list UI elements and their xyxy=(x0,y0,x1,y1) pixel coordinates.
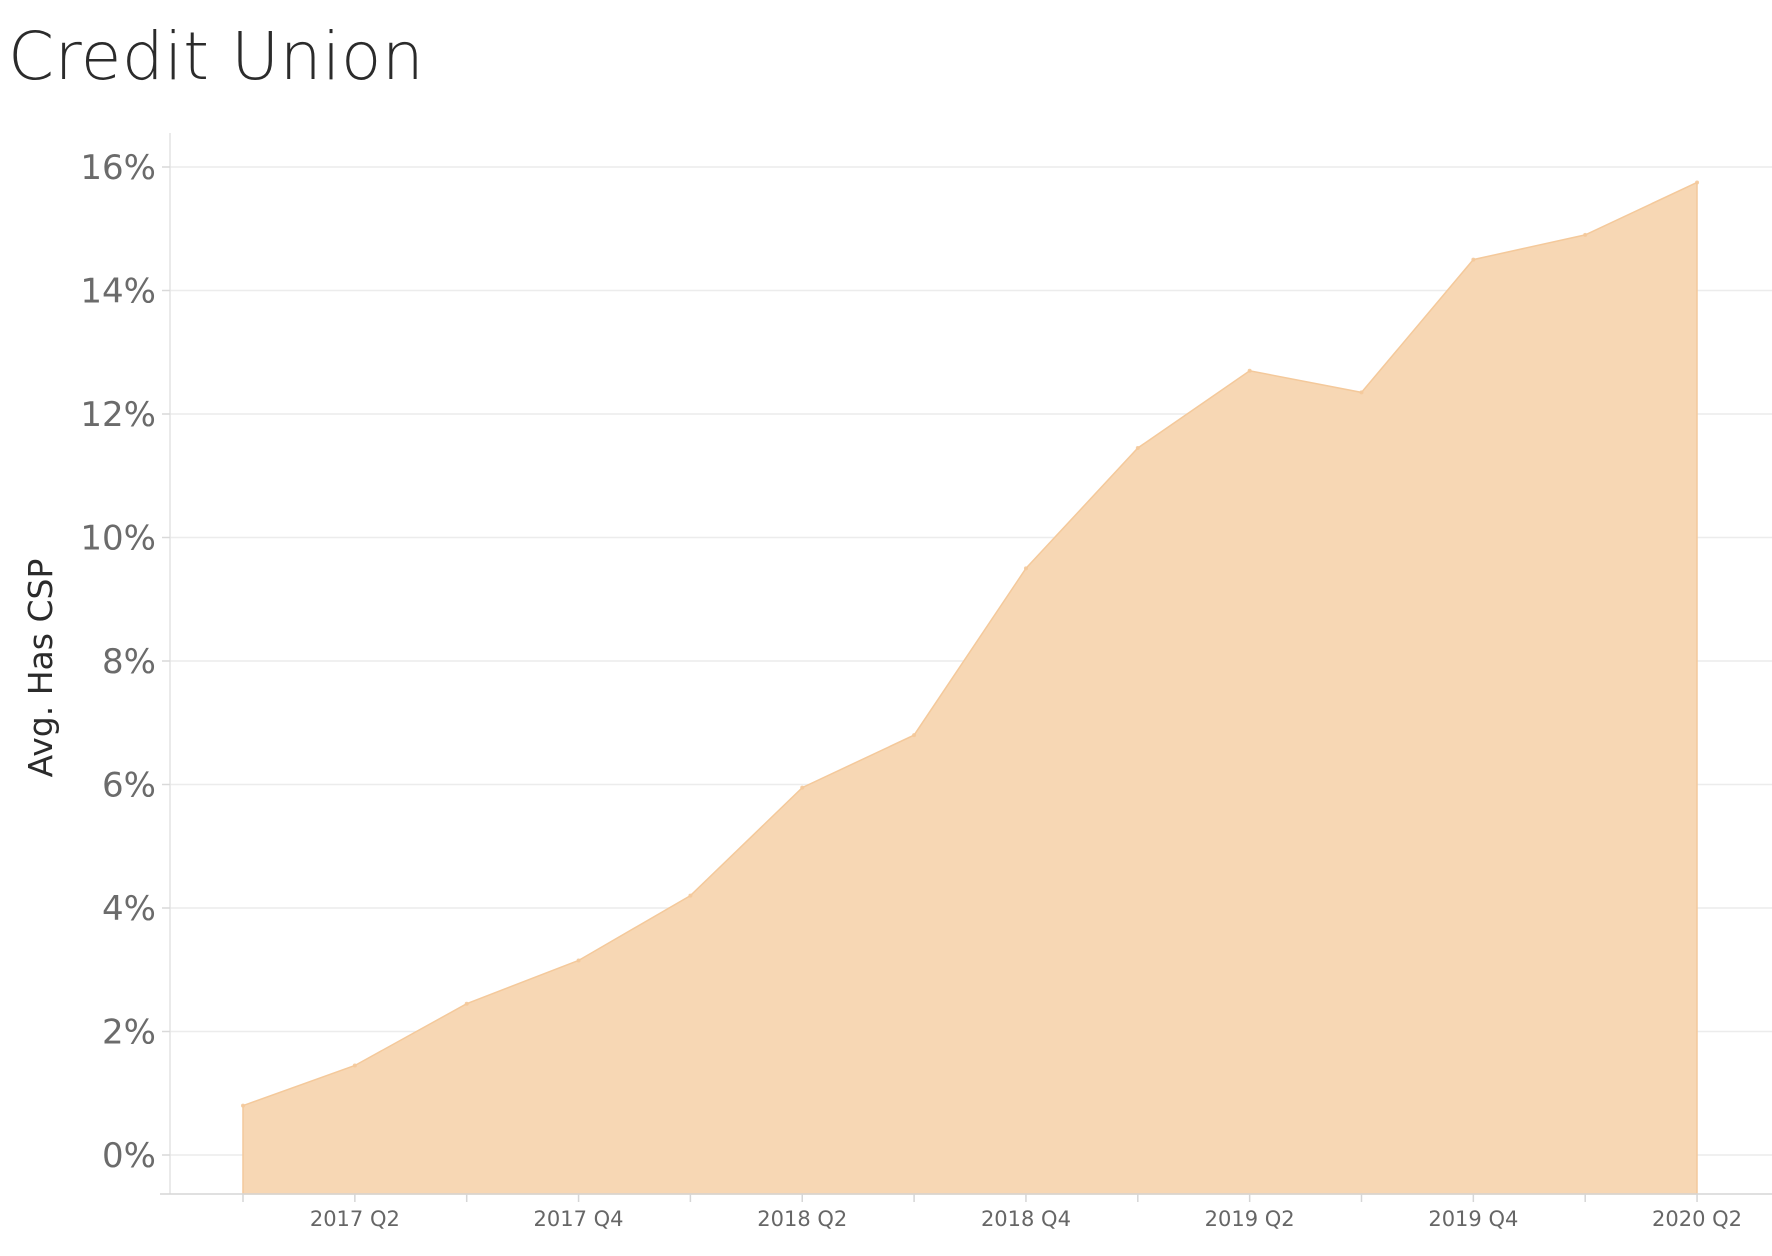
x-tick-label: 2017 Q4 xyxy=(534,1207,624,1231)
chart-title: Credit Union xyxy=(8,18,425,95)
x-tick-label: 2018 Q4 xyxy=(981,1207,1071,1231)
data-point xyxy=(912,733,917,738)
y-axis-label: Avg. Has CSP xyxy=(21,559,60,778)
x-tick-label: 2018 Q2 xyxy=(757,1207,847,1231)
y-tick-label: 0% xyxy=(102,1136,156,1176)
area-series xyxy=(241,180,1700,1195)
data-point xyxy=(1135,445,1140,450)
y-tick-label: 12% xyxy=(80,395,156,435)
y-tick-label: 14% xyxy=(80,272,156,312)
area-fill xyxy=(242,181,1698,1195)
y-tick-label: 4% xyxy=(102,889,156,929)
data-point xyxy=(576,958,581,963)
data-point xyxy=(352,1063,357,1068)
data-point xyxy=(1359,390,1364,395)
x-tick-label: 2017 Q2 xyxy=(310,1207,400,1231)
data-point xyxy=(1247,368,1252,373)
y-tick-label: 10% xyxy=(80,519,156,559)
x-axis-ticks: 2017 Q2 2017 Q4 2018 Q2 2018 Q4 2019 Q2 2019 … xyxy=(242,1194,1742,1231)
data-point xyxy=(1471,257,1476,262)
data-point xyxy=(800,785,805,790)
y-tick-label: 16% xyxy=(80,148,156,188)
y-tick-label: 8% xyxy=(102,642,156,682)
data-point xyxy=(688,893,693,898)
data-point xyxy=(1695,180,1700,185)
x-tick-label: 2020 Q2 xyxy=(1652,1207,1742,1231)
y-axis-ticks: 0% 2% 4% 6% 8% 10% 12% 14% 16% xyxy=(80,148,170,1176)
data-point xyxy=(1023,566,1028,571)
y-tick-label: 2% xyxy=(102,1013,156,1053)
x-tick-label: 2019 Q2 xyxy=(1205,1207,1295,1231)
axes xyxy=(160,133,1772,1195)
data-point xyxy=(464,1001,469,1006)
x-tick-label: 2019 Q4 xyxy=(1428,1207,1518,1231)
data-point xyxy=(241,1103,245,1108)
y-tick-label: 6% xyxy=(102,766,156,806)
data-point xyxy=(1583,232,1588,237)
